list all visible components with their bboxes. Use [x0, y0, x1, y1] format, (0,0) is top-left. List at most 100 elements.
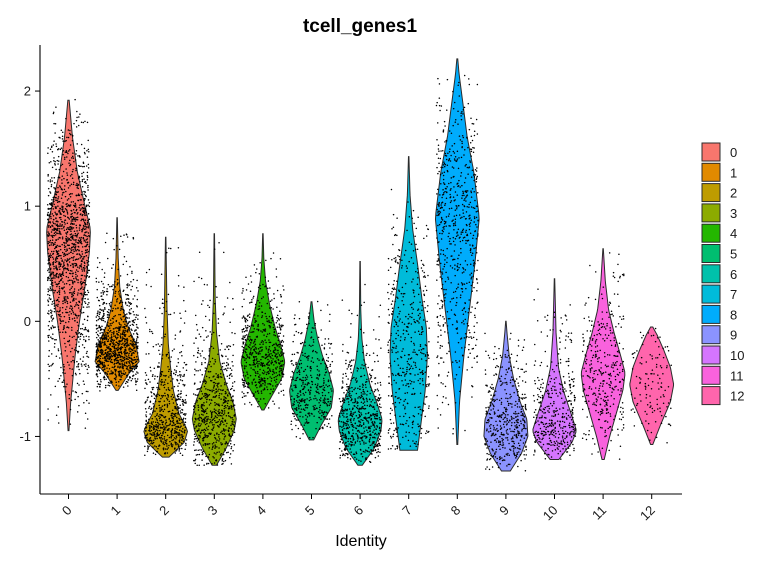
data-point: [84, 241, 87, 243]
data-point: [83, 318, 86, 321]
data-point: [153, 393, 156, 396]
data-point: [117, 349, 120, 351]
data-point: [241, 391, 243, 393]
data-point: [215, 388, 217, 390]
data-point: [200, 449, 203, 451]
data-point: [100, 381, 102, 383]
data-point: [210, 411, 213, 414]
data-point: [274, 360, 276, 363]
data-point: [221, 412, 224, 414]
data-point: [229, 281, 231, 284]
data-point: [104, 386, 107, 389]
data-point: [172, 402, 175, 404]
data-point: [305, 374, 308, 376]
data-point: [203, 283, 206, 286]
data-point: [277, 343, 279, 346]
data-point: [96, 257, 99, 259]
data-point: [72, 311, 75, 314]
data-point: [161, 302, 164, 305]
data-point: [182, 428, 184, 430]
data-point: [265, 347, 268, 350]
data-point: [73, 223, 75, 225]
data-point: [200, 423, 202, 425]
data-point: [63, 286, 65, 288]
data-point: [356, 407, 359, 410]
data-point: [323, 424, 326, 426]
data-point: [99, 349, 102, 352]
data-point: [325, 418, 327, 420]
data-point: [369, 461, 372, 463]
data-point: [80, 203, 82, 206]
data-point: [114, 357, 117, 360]
data-point: [273, 328, 275, 331]
data-point: [341, 426, 343, 428]
data-point: [135, 332, 138, 334]
data-point: [50, 312, 53, 314]
data-point: [164, 375, 167, 377]
data-point: [282, 352, 285, 354]
data-point: [76, 110, 78, 113]
data-point: [271, 361, 274, 364]
data-point: [71, 368, 74, 370]
data-point: [77, 124, 80, 127]
data-point: [318, 374, 321, 377]
data-point: [363, 374, 366, 377]
data-point: [68, 318, 71, 320]
data-point: [241, 379, 244, 381]
data-point: [82, 281, 85, 284]
data-point: [293, 334, 296, 336]
data-point: [47, 147, 49, 149]
data-point: [345, 383, 348, 386]
data-point: [156, 450, 158, 453]
data-point: [158, 394, 161, 397]
data-point: [76, 187, 78, 189]
data-point: [271, 354, 274, 357]
data-point: [346, 368, 348, 370]
data-point: [61, 138, 64, 140]
data-point: [250, 342, 252, 344]
data-point: [214, 358, 216, 361]
data-point: [201, 363, 203, 366]
data-point: [167, 388, 170, 391]
data-point: [118, 313, 120, 316]
data-point: [99, 318, 101, 320]
data-point: [57, 155, 60, 158]
data-point: [62, 381, 64, 383]
data-point: [313, 408, 315, 411]
data-point: [354, 456, 356, 459]
data-point: [85, 275, 88, 278]
data-point: [71, 228, 73, 230]
data-point: [148, 429, 150, 432]
data-point: [316, 407, 318, 410]
data-point: [83, 151, 86, 154]
data-point: [77, 232, 79, 235]
data-point: [145, 271, 148, 274]
data-point: [97, 368, 100, 371]
data-point: [131, 329, 133, 331]
data-point: [76, 230, 78, 232]
data-point: [75, 216, 77, 219]
data-point: [66, 326, 69, 328]
data-point: [248, 302, 251, 304]
data-point: [304, 391, 307, 394]
data-point: [205, 367, 208, 370]
data-point: [213, 384, 215, 386]
data-point: [256, 328, 258, 331]
data-point: [128, 311, 130, 314]
data-point: [48, 234, 50, 237]
points-cluster-0: [46, 98, 91, 429]
data-point: [279, 310, 281, 313]
data-point: [47, 152, 49, 155]
data-point: [214, 444, 216, 446]
data-point: [323, 411, 326, 414]
data-point: [259, 380, 262, 383]
data-point: [292, 364, 295, 366]
data-point: [271, 317, 273, 320]
data-point: [331, 353, 333, 355]
data-point: [127, 301, 130, 303]
data-point: [247, 345, 250, 348]
data-point: [342, 414, 344, 416]
data-point: [222, 313, 224, 316]
data-point: [268, 341, 271, 344]
data-point: [373, 429, 375, 431]
